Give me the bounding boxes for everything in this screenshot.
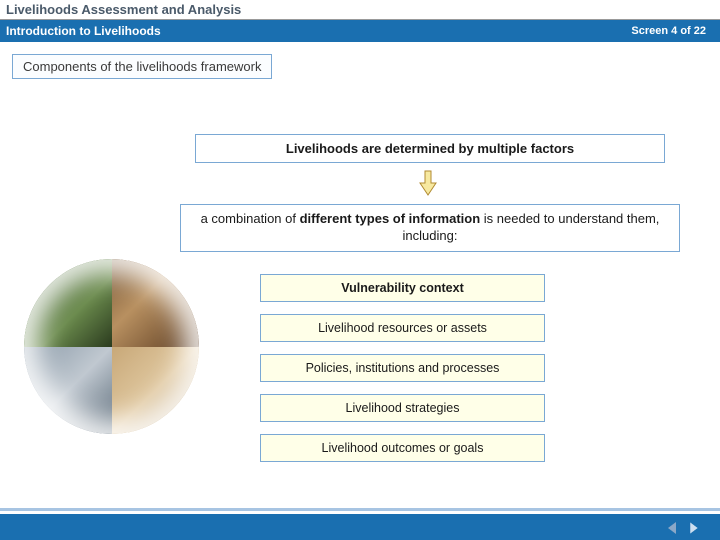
component-box-3: Policies, institutions and processes: [260, 354, 545, 382]
collage-quadrant: [112, 347, 200, 435]
collage-quadrant: [24, 347, 112, 435]
section-heading: Components of the livelihoods framework: [12, 54, 272, 79]
footer-bar: [0, 514, 720, 540]
screen-counter: Screen 4 of 22: [631, 25, 706, 37]
statement-box: Livelihoods are determined by multiple f…: [195, 134, 665, 163]
explanation-bold: different types of information: [300, 211, 481, 226]
module-title: Introduction to Livelihoods: [6, 24, 161, 38]
explanation-box: a combination of different types of info…: [180, 204, 680, 252]
component-box-2: Livelihood resources or assets: [260, 314, 545, 342]
arrow-down-icon: [418, 169, 438, 197]
header-bar: Livelihoods Assessment and Analysis: [0, 0, 720, 20]
component-box-1: Vulnerability context: [260, 274, 545, 302]
nav-controls: [664, 520, 702, 536]
photo-collage: [24, 259, 199, 434]
explanation-prefix: a combination of: [201, 211, 300, 226]
component-box-5: Livelihood outcomes or goals: [260, 434, 545, 462]
next-button[interactable]: [686, 520, 702, 536]
component-box-4: Livelihood strategies: [260, 394, 545, 422]
subheader-bar: Introduction to Livelihoods Screen 4 of …: [0, 20, 720, 42]
prev-button[interactable]: [664, 520, 680, 536]
course-title: Livelihoods Assessment and Analysis: [6, 2, 241, 17]
collage-quadrant: [112, 259, 200, 347]
collage-quadrant: [24, 259, 112, 347]
main-content: Livelihoods are determined by multiple f…: [0, 79, 720, 509]
